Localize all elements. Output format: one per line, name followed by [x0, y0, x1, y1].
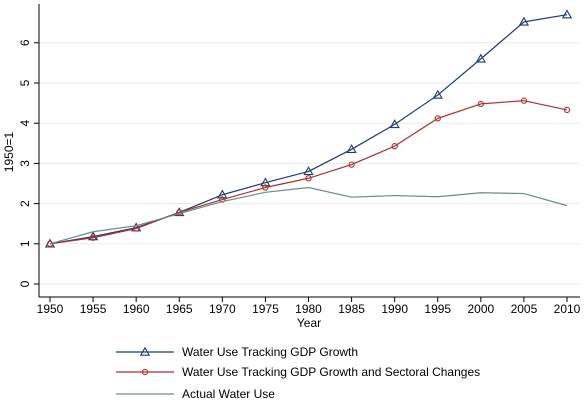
x-tick-label: 1975: [252, 302, 279, 316]
series-lines: [44, 9, 573, 248]
series-1: [44, 9, 573, 248]
series-3: [49, 186, 568, 245]
data-point: [520, 97, 528, 104]
x-tick-label: 2010: [554, 302, 581, 316]
x-tick-label: 1970: [209, 302, 236, 316]
x-tick-label: 1980: [295, 302, 322, 316]
x-axis-title: Year: [297, 316, 321, 330]
legend-item-3: Actual Water Use: [116, 387, 275, 401]
x-tick-label: 2000: [467, 302, 494, 316]
x-tick-label: 2005: [511, 302, 538, 316]
data-point: [348, 161, 355, 168]
axes: 0 1 2 3 4 5 6 1950 1955 1960 1965 1970 1975 1980 1985 1…: [18, 4, 581, 316]
data-point: [89, 234, 97, 241]
data-point: [260, 177, 271, 187]
legend-label: Water Use Tracking GDP Growth and Sector…: [182, 365, 480, 379]
x-tick-label: 1985: [338, 302, 365, 316]
x-tick-label: 1965: [166, 302, 193, 316]
data-point: [303, 166, 314, 176]
data-point: [561, 9, 573, 19]
series-2: [46, 97, 571, 247]
grid-lines: [39, 42, 580, 285]
x-tick-label: 1950: [37, 302, 64, 316]
y-tick-label: 1: [18, 240, 32, 247]
data-point: [432, 89, 443, 99]
data-point: [563, 106, 571, 114]
data-point: [46, 240, 54, 247]
legend: Water Use Tracking GDP Growth Water Use T…: [116, 345, 480, 401]
data-point: [475, 53, 486, 63]
y-axis-title: 1950=1: [2, 131, 16, 172]
y-tick-label: 4: [18, 120, 32, 127]
x-tick-label: 1995: [424, 302, 451, 316]
series-line: [49, 186, 568, 245]
y-tick-label: 2: [18, 200, 32, 207]
data-point: [477, 100, 484, 108]
legend-marker: [139, 346, 151, 356]
y-tick-label: 0: [18, 280, 32, 287]
y-tick-label: 5: [18, 79, 32, 86]
data-point: [217, 189, 228, 199]
legend-item-1: Water Use Tracking GDP Growth: [116, 345, 358, 359]
legend-label: Water Use Tracking GDP Growth: [182, 345, 358, 359]
y-tick-label: 3: [18, 160, 32, 167]
legend-item-2: Water Use Tracking GDP Growth and Sector…: [116, 365, 480, 379]
data-point: [305, 175, 312, 182]
series-line: [49, 100, 568, 245]
data-point: [391, 142, 398, 150]
x-tick-label: 1955: [80, 302, 107, 316]
data-point: [346, 144, 357, 154]
data-point: [389, 119, 400, 129]
x-tick-label: 1960: [123, 302, 150, 316]
legend-label: Actual Water Use: [182, 387, 275, 401]
legend-marker: [141, 368, 149, 376]
series-line: [49, 14, 568, 245]
y-tick-label: 6: [18, 39, 32, 46]
data-point: [518, 16, 530, 26]
data-point: [262, 184, 269, 191]
data-point: [434, 115, 441, 122]
x-tick-label: 1990: [381, 302, 408, 316]
